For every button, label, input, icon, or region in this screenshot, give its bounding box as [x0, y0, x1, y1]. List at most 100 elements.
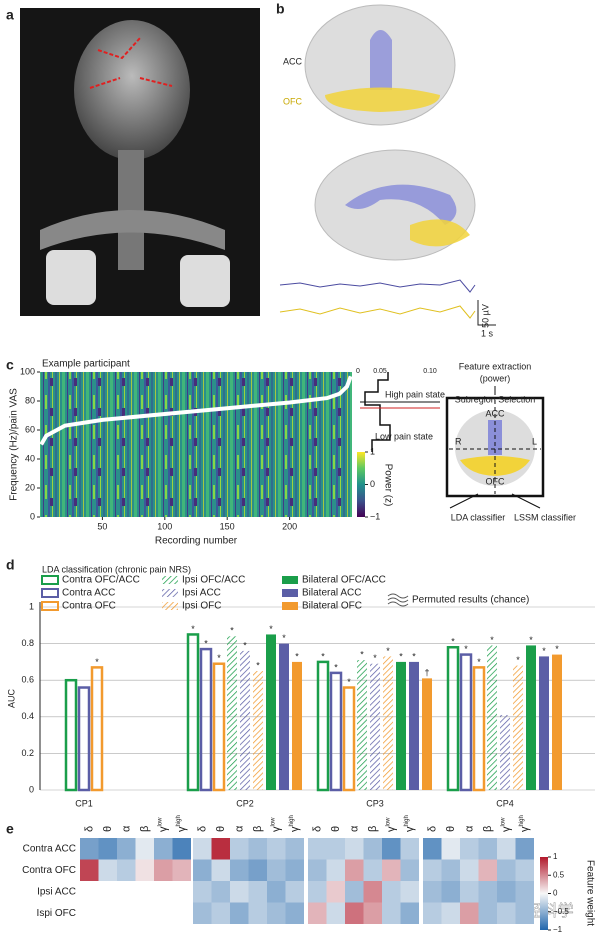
column-symbol: θ [102, 826, 114, 832]
chart-title: LDA classification (chronic pain NRS) [42, 564, 191, 574]
legend-label: Contra OFC [62, 601, 116, 612]
bar [370, 663, 380, 790]
column-symbol: γ [404, 826, 416, 832]
heatmap-cell [460, 838, 479, 860]
heatmap-cell [135, 859, 154, 881]
column-symbol: θ [330, 826, 342, 832]
y-tick-label: 60 [25, 424, 35, 434]
bar [90, 666, 104, 792]
column-symbol: γ [176, 826, 188, 832]
bar [472, 666, 486, 792]
y-tick-label: 20 [25, 482, 35, 492]
significance-mark: * [191, 624, 195, 634]
heatmap-cell [193, 902, 212, 924]
heatmap-cell [308, 902, 327, 924]
column-symbol: δ [311, 826, 323, 832]
y-tick-label: 1 [29, 601, 34, 611]
x-tick-label: 200 [282, 521, 297, 531]
heatmap-cell [478, 838, 497, 860]
column-symbol: γ [500, 826, 512, 832]
heatmap-cell [345, 838, 364, 860]
column-label: β [482, 826, 494, 832]
panel-label: d [6, 557, 15, 573]
heatmap-cell [515, 881, 534, 903]
significance-mark: * [555, 644, 559, 654]
heatmap-cell [98, 859, 117, 881]
significance-mark: * [477, 657, 481, 667]
heatmap-cell [308, 881, 327, 903]
schematic-label: L [532, 436, 537, 446]
bar [279, 643, 289, 790]
column-symbol: θ [215, 826, 227, 832]
y-tick-label: 0.2 [21, 748, 34, 758]
heatmap-cell [382, 859, 401, 881]
significance-mark: * [334, 662, 338, 672]
column-symbol: β [482, 826, 494, 832]
heatmap-cell [172, 838, 191, 860]
significance-mark: * [451, 637, 455, 647]
column-label: β [252, 826, 264, 832]
row-label: Contra OFC [22, 865, 76, 876]
schematic-label: (power) [480, 373, 511, 383]
panel-label: e [6, 821, 14, 837]
column-symbol: γ [270, 826, 282, 832]
column-label: γhigh [288, 815, 300, 832]
column-symbol: α [233, 825, 245, 832]
row-label: Contra ACC [23, 843, 76, 854]
column-symbol: θ [445, 826, 457, 832]
column-sup: low [270, 817, 276, 827]
legend-swatch [282, 589, 298, 597]
heatmap-cell [326, 881, 345, 903]
ofc-region [325, 87, 440, 112]
heatmap-cell [326, 902, 345, 924]
heatmap-cell [285, 859, 304, 881]
significance-mark: * [230, 626, 234, 636]
heatmap-cell [460, 881, 479, 903]
heatmap-cell [497, 838, 516, 860]
histogram-step [364, 372, 391, 452]
heatmap-cell [248, 902, 267, 924]
arrows [449, 386, 541, 509]
state-label: High pain state [385, 389, 445, 399]
heatmap-cell [363, 838, 382, 860]
bar [240, 650, 250, 790]
bar [316, 660, 330, 792]
colorbar-tick-label: 1 [370, 446, 375, 456]
acc-trace [279, 279, 476, 293]
acc-region [345, 184, 457, 225]
column-symbol: γ [289, 826, 301, 832]
heatmap-cell [267, 838, 286, 860]
heatmap-cell [193, 838, 212, 860]
colorbar-tick-label: −1 [553, 925, 563, 934]
legend-swatch [162, 589, 178, 597]
legend-swatch [41, 601, 59, 611]
heatmap-cell [382, 902, 401, 924]
heatmap-cell [460, 902, 479, 924]
y-tick-label: 40 [25, 453, 35, 463]
heatmap-cell [423, 838, 442, 860]
heatmap-cell [230, 881, 249, 903]
significance-mark: * [321, 651, 325, 661]
column-symbol: β [139, 826, 151, 832]
significance-mark: * [282, 633, 286, 643]
bar [212, 662, 226, 792]
colorbar [357, 452, 365, 517]
significance-mark: * [95, 657, 99, 667]
column-symbol: β [252, 826, 264, 832]
bar [409, 661, 419, 790]
legend-label: Bilateral OFC/ACC [302, 575, 386, 586]
column-label: θ [102, 826, 114, 832]
heatmap-cell [230, 838, 249, 860]
heatmap-cell [345, 902, 364, 924]
scale-label: 50 µV [480, 304, 490, 328]
schematic-box [445, 396, 545, 498]
bar [500, 714, 510, 790]
heatmap-cell [230, 902, 249, 924]
significance-mark: * [386, 646, 390, 656]
chart-title: Example participant [42, 359, 130, 370]
x-tick-label: CP2 [236, 798, 254, 808]
heatmap-cell [460, 859, 479, 881]
column-label: δ [311, 826, 323, 832]
legend-label: Permuted results (chance) [412, 595, 529, 606]
